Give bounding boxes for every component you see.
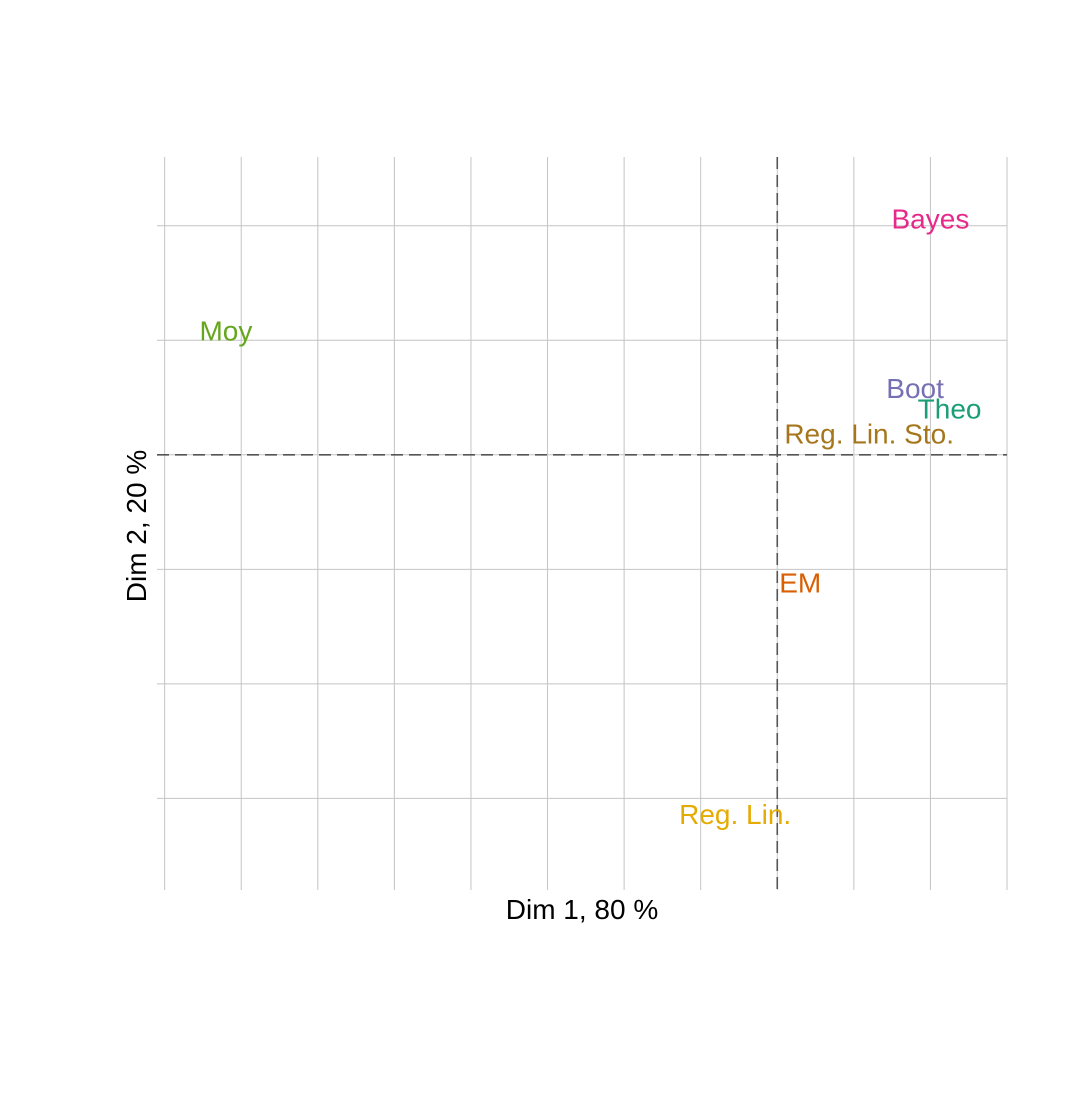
y-axis-label: Dim 2, 20 % (121, 450, 152, 603)
grid-lines (157, 157, 1008, 890)
point-label-moy: Moy (199, 316, 252, 347)
point-label-boot: Boot (886, 373, 944, 404)
reference-lines (157, 157, 1007, 890)
point-label-theo: Theo (918, 393, 982, 424)
point-label-reg-lin: Reg. Lin. (679, 799, 791, 830)
point-label-bayes: Bayes (892, 203, 970, 234)
x-axis-label: Dim 1, 80 % (506, 894, 659, 925)
point-label-em: EM (779, 568, 821, 599)
point-label-reg-lin-sto: Reg. Lin. Sto. (784, 419, 954, 450)
